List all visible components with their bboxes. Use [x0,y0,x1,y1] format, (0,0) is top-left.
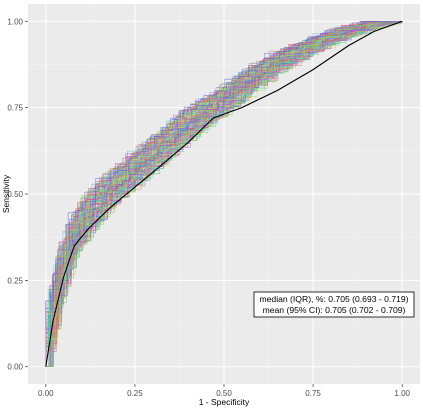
y-tick-label: 0.50 [7,190,23,199]
bootstrap-roc-line [45,21,403,367]
bootstrap-roc-line [45,21,403,367]
bootstrap-roc-line [45,21,403,367]
summary-roc-curve [45,20,403,367]
bootstrap-roc-curves [45,21,403,367]
x-tick-label: 1.00 [394,389,410,398]
bootstrap-roc-line [45,21,403,367]
bootstrap-roc-line [45,21,403,367]
y-tick-label: 1.00 [7,17,23,26]
bootstrap-roc-line [45,21,403,367]
bootstrap-roc-line [45,21,403,367]
x-tick-label: 0.75 [305,389,321,398]
x-tick-label: 0.25 [127,389,143,398]
auc-annotation: median (IQR), %: 0.705 (0.693 - 0.719) m… [253,291,415,318]
x-axis-title: 1 - Specificity [199,397,250,407]
bootstrap-roc-line [45,21,403,367]
x-tick-label: 0.00 [38,389,54,398]
y-tick-label: 0.75 [7,104,23,113]
y-tick-label: 0.25 [7,276,23,285]
bootstrap-roc-line [45,21,403,367]
x-tick-label: 0.50 [216,389,232,398]
bootstrap-roc-line [45,21,403,367]
grid-lines [28,4,420,384]
y-axis-title: Sensitivity [1,174,11,213]
annotation-box [253,291,415,318]
y-tick-label: 0.00 [7,363,23,372]
bootstrap-roc-line [45,21,403,367]
annotation-line-mean: mean (95% CI): 0.705 (0.702 - 0.709) [263,305,406,315]
axis-ticks: 0.00 0.25 0.50 0.75 1.00 0.00 0.25 0.50 0.75 1.00 [7,17,410,398]
annotation-line-median: median (IQR), %: 0.705 (0.693 - 0.719) [259,294,408,304]
bootstrap-roc-line [45,21,403,367]
summary-roc-line [45,20,403,367]
bootstrap-roc-line [45,21,403,367]
bootstrap-roc-line [45,21,403,367]
